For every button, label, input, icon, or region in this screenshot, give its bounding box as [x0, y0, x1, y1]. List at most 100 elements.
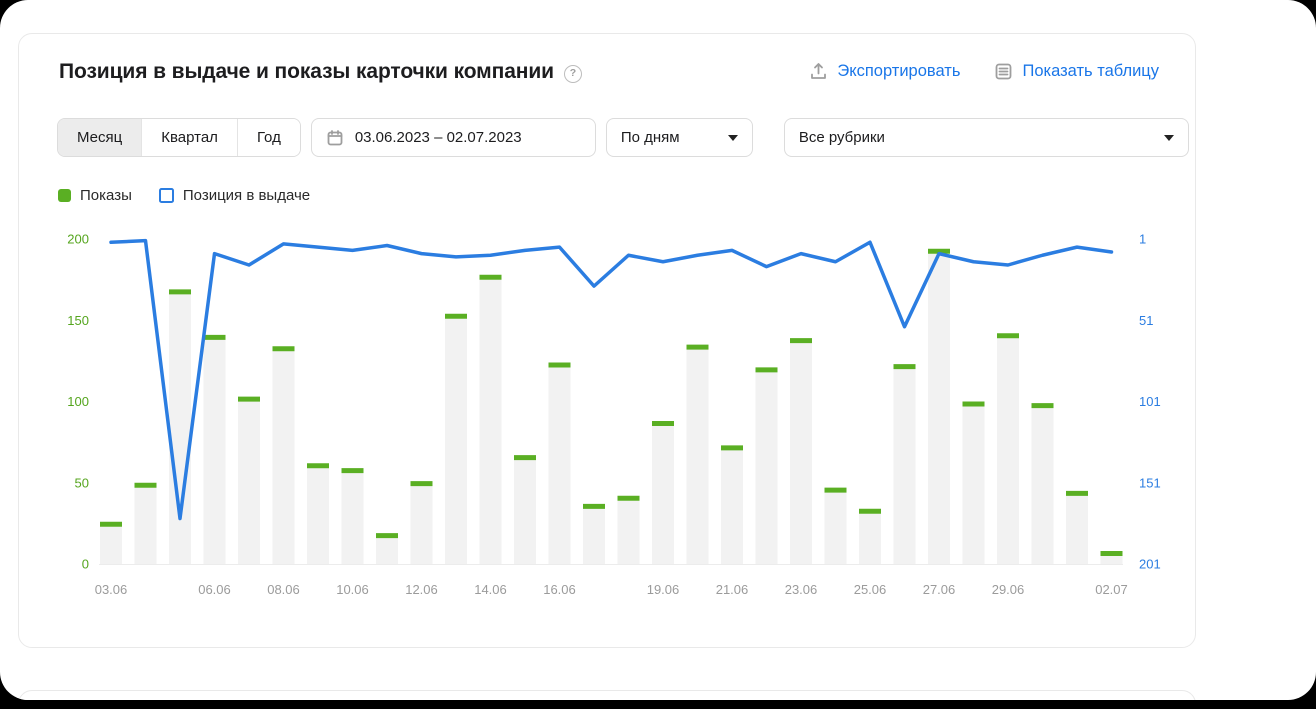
bar-21.06[interactable]	[721, 450, 743, 564]
card-header: Позиция в выдаче и показы карточки компа…	[59, 60, 582, 84]
left-axis-tick: 150	[67, 313, 89, 328]
right-axis-tick: 51	[1139, 313, 1153, 328]
granularity-select[interactable]: По дням	[605, 118, 753, 157]
bar-cap-25.06[interactable]	[859, 508, 881, 514]
date-range-value: 03.06.2023 – 02.07.2023	[354, 129, 522, 146]
bar-cap-02.07[interactable]	[1100, 551, 1123, 556]
bar-cap-11.06[interactable]	[376, 533, 398, 539]
bar-03.06[interactable]	[100, 526, 122, 564]
bar-19.06[interactable]	[652, 426, 674, 564]
position-line[interactable]	[109, 238, 1114, 521]
legend-item-impressions[interactable]: Показы	[58, 187, 132, 204]
export-label: Экспортировать	[837, 62, 961, 80]
bar-cap-27.06[interactable]	[928, 248, 950, 254]
legend-label-impressions: Показы	[80, 187, 132, 204]
x-axis-tick: 19.06	[647, 582, 680, 597]
bar-cap-20.06[interactable]	[686, 344, 709, 350]
bar-15.06[interactable]	[514, 460, 536, 564]
bar-20.06[interactable]	[686, 349, 709, 564]
bar-cap-03.06[interactable]	[100, 521, 122, 527]
bar-cap-14.06[interactable]	[479, 274, 502, 280]
legend-item-position[interactable]: Позиция в выдаче	[158, 187, 310, 204]
bar-30.06[interactable]	[1031, 408, 1054, 564]
x-axis-tick: 29.06	[992, 582, 1025, 597]
chevron-down-icon	[1163, 135, 1174, 141]
bar-cap-23.06[interactable]	[790, 338, 812, 344]
bar-01.07[interactable]	[1066, 495, 1088, 564]
bar-cap-06.06[interactable]	[203, 334, 226, 340]
bar-26.06[interactable]	[893, 369, 916, 564]
bar-02.07[interactable]	[1100, 556, 1123, 564]
bar-05.06[interactable]	[169, 294, 191, 564]
bar-09.06[interactable]	[307, 468, 329, 564]
chevron-down-icon	[727, 135, 738, 141]
help-icon[interactable]: ?	[563, 64, 582, 83]
bar-22.06[interactable]	[755, 372, 778, 564]
bar-cap-04.06[interactable]	[134, 482, 157, 488]
bar-cap-26.06[interactable]	[893, 364, 916, 370]
bar-cap-19.06[interactable]	[652, 421, 674, 426]
bar-25.06[interactable]	[859, 513, 881, 564]
tab-year[interactable]: Год	[237, 119, 300, 156]
bar-12.06[interactable]	[410, 486, 433, 564]
show-table-label: Показать таблицу	[1022, 62, 1159, 80]
bar-cap-05.06[interactable]	[169, 289, 191, 295]
bar-cap-18.06[interactable]	[617, 495, 640, 501]
bar-07.06[interactable]	[238, 401, 260, 564]
bar-06.06[interactable]	[203, 339, 226, 564]
bar-cap-01.07[interactable]	[1066, 490, 1088, 496]
right-axis-tick: 151	[1139, 475, 1161, 490]
x-axis-tick: 08.06	[267, 582, 300, 597]
bar-cap-12.06[interactable]	[410, 481, 433, 487]
bar-cap-09.06[interactable]	[307, 463, 329, 469]
bar-28.06[interactable]	[962, 406, 985, 565]
date-range-picker[interactable]: 03.06.2023 – 02.07.2023	[310, 118, 596, 157]
bar-cap-24.06[interactable]	[824, 487, 847, 493]
bar-cap-15.06[interactable]	[514, 455, 536, 461]
bar-29.06[interactable]	[997, 338, 1019, 564]
bar-cap-21.06[interactable]	[721, 445, 743, 451]
right-axis-tick: 1	[1139, 234, 1146, 247]
position-impressions-card: Позиция в выдаче и показы карточки компа…	[18, 33, 1196, 648]
bar-18.06[interactable]	[617, 500, 640, 564]
bar-27.06[interactable]	[928, 253, 950, 564]
bar-cap-07.06[interactable]	[238, 396, 260, 402]
tab-quarter[interactable]: Квартал	[142, 119, 238, 156]
left-axis-tick: 200	[67, 234, 89, 247]
left-axis-tick: 0	[82, 557, 89, 572]
bar-23.06[interactable]	[790, 343, 812, 564]
chart-legend: Показы Позиция в выдаче	[58, 187, 310, 204]
bar-13.06[interactable]	[445, 318, 467, 564]
card-actions: Экспортировать Показать таблицу	[809, 62, 1159, 81]
granularity-value: По дням	[620, 129, 680, 146]
export-button[interactable]: Экспортировать	[809, 62, 960, 81]
bar-cap-10.06[interactable]	[341, 468, 364, 474]
bar-17.06[interactable]	[583, 508, 605, 564]
show-table-button[interactable]: Показать таблицу	[994, 62, 1159, 81]
bar-10.06[interactable]	[341, 473, 364, 564]
tab-month[interactable]: Месяц	[58, 119, 143, 156]
bar-cap-08.06[interactable]	[272, 346, 295, 352]
x-axis-tick: 16.06	[543, 582, 576, 597]
bar-11.06[interactable]	[376, 538, 398, 564]
bar-cap-13.06[interactable]	[445, 313, 467, 319]
bar-cap-30.06[interactable]	[1031, 403, 1054, 409]
page-title: Позиция в выдаче и показы карточки компа…	[59, 60, 554, 83]
left-axis-tick: 100	[67, 394, 89, 409]
left-axis-tick: 50	[75, 475, 89, 490]
bar-cap-28.06[interactable]	[962, 401, 985, 407]
rubric-select[interactable]: Все рубрики	[783, 118, 1189, 157]
bar-cap-29.06[interactable]	[997, 333, 1019, 339]
bar-04.06[interactable]	[134, 487, 157, 564]
bar-cap-16.06[interactable]	[548, 362, 571, 368]
impressions-swatch-icon	[58, 189, 71, 202]
bar-14.06[interactable]	[479, 279, 502, 564]
bar-08.06[interactable]	[272, 351, 295, 564]
bar-24.06[interactable]	[824, 492, 847, 564]
bar-16.06[interactable]	[548, 367, 571, 565]
bar-cap-17.06[interactable]	[583, 503, 605, 509]
bar-cap-22.06[interactable]	[755, 367, 778, 373]
table-icon	[996, 63, 1012, 80]
